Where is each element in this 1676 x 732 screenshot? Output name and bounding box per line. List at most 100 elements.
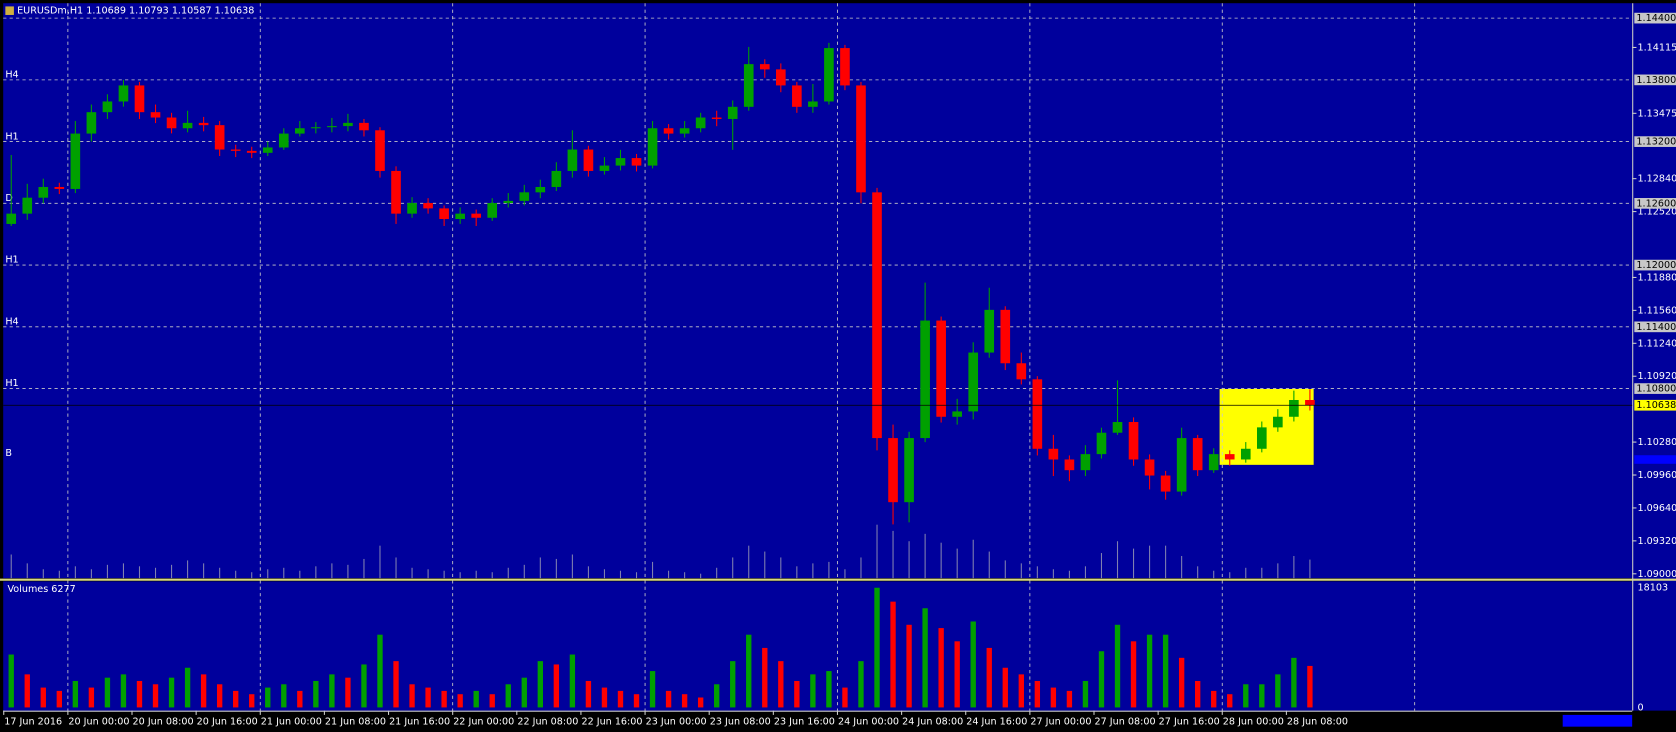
- volume-bar: [762, 647, 768, 708]
- y-tick-label: 1.10280: [1638, 437, 1676, 448]
- level-label: 1.13800: [1636, 75, 1676, 86]
- candle-body: [1176, 438, 1187, 492]
- y-tick-label: 1.13475: [1638, 108, 1676, 119]
- candle-body: [198, 122, 209, 126]
- x-tick-label: 28 Jun 00:00: [1223, 716, 1284, 727]
- x-tick-label: 24 Jun 16:00: [966, 716, 1027, 727]
- level-box: [1634, 259, 1676, 271]
- volume-bar: [1307, 665, 1313, 708]
- y-tick-label: 1.09960: [1638, 470, 1676, 481]
- drawn-rectangle: [1219, 388, 1314, 465]
- candle-body: [6, 213, 17, 224]
- candle-body: [70, 133, 81, 189]
- volume-bar: [938, 628, 944, 708]
- candle-body: [888, 438, 898, 503]
- volume-bar: [1227, 694, 1233, 708]
- volume-bar: [72, 680, 79, 708]
- volume-bar: [649, 671, 656, 708]
- candle-body: [824, 48, 834, 102]
- volume-bar: [1243, 684, 1249, 708]
- volume-bar: [810, 674, 816, 708]
- candle-body: [118, 85, 129, 102]
- x-tick-label: 27 Jun 00:00: [1030, 716, 1091, 727]
- volume-bar: [184, 667, 191, 708]
- volume-bar: [601, 687, 608, 708]
- volume-bar: [489, 694, 495, 708]
- candle-body: [1224, 454, 1235, 460]
- volume-bar: [249, 694, 255, 708]
- candle-body: [262, 147, 273, 153]
- volume-bar: [585, 680, 592, 708]
- candle-body: [1064, 459, 1075, 471]
- candle-body: [519, 192, 530, 201]
- volume-bar: [1098, 651, 1105, 708]
- volume-bar: [505, 684, 511, 708]
- candle-body: [583, 149, 594, 171]
- candle-body: [86, 112, 97, 134]
- volume-bar: [377, 634, 383, 708]
- candle-body: [182, 122, 193, 129]
- volume-bar: [714, 684, 720, 708]
- candle-body: [1048, 448, 1059, 460]
- candle-body: [856, 85, 866, 193]
- volume-bar: [441, 690, 447, 708]
- candle-body: [214, 125, 225, 150]
- level-name: D: [5, 193, 12, 204]
- candle-body: [1273, 416, 1283, 428]
- volume-bar: [152, 684, 159, 708]
- candle-body: [487, 203, 498, 218]
- candle-body: [1208, 454, 1219, 471]
- volume-title: Volumes 6277: [7, 584, 75, 595]
- candle-body: [711, 117, 722, 119]
- volume-bar: [906, 624, 912, 708]
- candle-body: [407, 203, 417, 214]
- candle-body: [359, 122, 369, 131]
- volume-bar: [1018, 674, 1024, 708]
- volume-bar: [265, 687, 271, 708]
- level-name: H4: [5, 70, 18, 81]
- price-pane: [3, 3, 1633, 579]
- y-tick-label: 1.11560: [1638, 305, 1676, 316]
- x-tick-label: 28 Jun 08:00: [1287, 716, 1348, 727]
- level-box: [1634, 198, 1676, 209]
- x-tick-label: 27 Jun 08:00: [1095, 716, 1156, 727]
- volume-bar: [986, 647, 992, 708]
- volume-bar: [200, 674, 207, 708]
- volume-bar: [746, 634, 752, 708]
- level-label: 1.12000: [1636, 260, 1676, 271]
- candle-body: [936, 320, 946, 417]
- x-tick-label: 20 Jun 16:00: [197, 716, 258, 727]
- candle-body: [102, 101, 113, 113]
- volume-bar: [1275, 674, 1281, 708]
- candle-body: [230, 149, 241, 151]
- candle-body: [38, 186, 49, 198]
- candle-body: [150, 112, 161, 118]
- volume-bar: [393, 661, 399, 708]
- volume-bar: [104, 677, 111, 708]
- volume-bar: [617, 690, 624, 708]
- volume-bar: [329, 674, 335, 708]
- x-tick-label: 22 Jun 08:00: [517, 716, 578, 727]
- volume-pane: [3, 581, 1633, 711]
- candle-body: [984, 309, 995, 353]
- candle-body: [615, 158, 626, 166]
- x-tick-label: 22 Jun 16:00: [581, 716, 642, 727]
- y-tick-label: 1.12840: [1638, 174, 1676, 185]
- volume-bar: [345, 677, 351, 708]
- volume-bar: [954, 641, 960, 708]
- candle-body: [455, 213, 465, 219]
- level-label: 1.14400: [1636, 13, 1676, 24]
- level-label: 1.13200: [1636, 137, 1676, 148]
- y-tick-label: 1.09640: [1638, 503, 1676, 514]
- volume-bar: [120, 674, 127, 708]
- candle-body: [1240, 448, 1251, 460]
- volume-bar: [216, 684, 223, 708]
- y-tick-label: 1.11880: [1638, 272, 1676, 283]
- volume-bar: [697, 697, 704, 708]
- x-tick-label: 21 Jun 00:00: [261, 716, 322, 727]
- candle-body: [327, 126, 337, 128]
- candle-body: [968, 352, 979, 412]
- x-tick-label: 21 Jun 08:00: [325, 716, 386, 727]
- x-tick-label: 20 Jun 08:00: [133, 716, 194, 727]
- volume-tick-label: 18103: [1638, 583, 1669, 594]
